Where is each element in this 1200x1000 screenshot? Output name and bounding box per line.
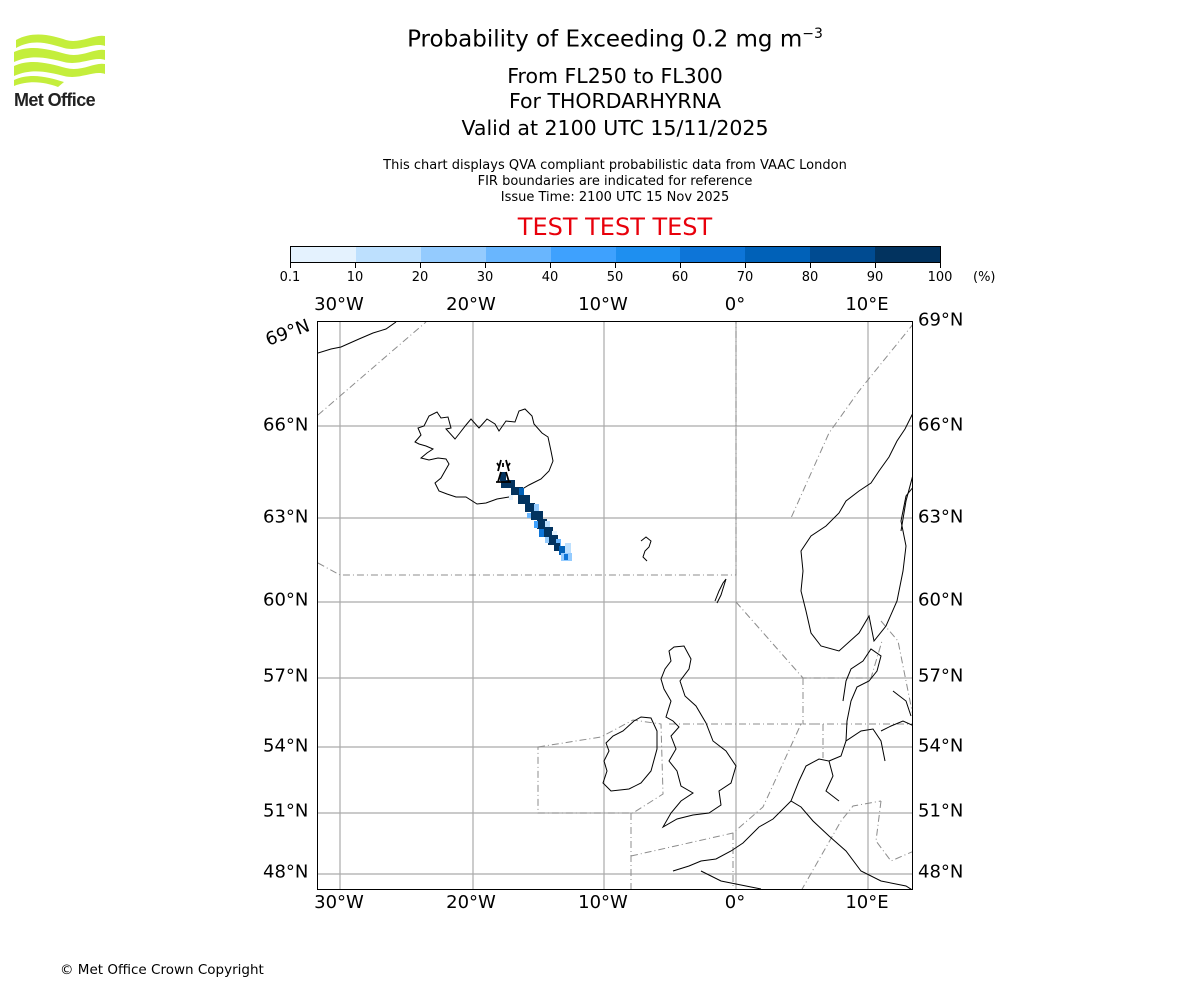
colorbar-bin bbox=[810, 247, 876, 262]
colorbar bbox=[290, 246, 941, 263]
colorbar-tick-label: 20 bbox=[411, 270, 429, 285]
subtitle-line-3: Issue Time: 2100 UTC 15 Nov 2025 bbox=[500, 190, 730, 205]
title-volcano: For THORDARHYRNA bbox=[508, 89, 722, 113]
colorbar-bin bbox=[550, 247, 616, 262]
volcano-icon bbox=[496, 459, 511, 483]
latitude-label-right: 60°N bbox=[918, 589, 964, 611]
longitude-label: 10°E bbox=[845, 294, 889, 315]
colorbar-bin bbox=[745, 247, 811, 262]
subtitle-line-2: FIR boundaries are indicated for referen… bbox=[477, 174, 753, 189]
title-valid-time: Valid at 2100 UTC 15/11/2025 bbox=[461, 116, 769, 140]
latitude-label-left: 66°N bbox=[263, 414, 309, 436]
latitude-label-right: 57°N bbox=[918, 665, 964, 687]
colorbar-bin bbox=[355, 247, 421, 262]
title-main: Probability of Exceeding 0.2 mg m bbox=[407, 26, 803, 53]
colorbar-bin bbox=[420, 247, 486, 262]
chart-title: Probability of Exceeding 0.2 mg m−3 bbox=[0, 26, 1200, 53]
latitude-label-left: 57°N bbox=[263, 665, 309, 687]
longitude-label: 20°W bbox=[446, 294, 496, 315]
map-panel[interactable] bbox=[317, 321, 913, 890]
graticule bbox=[318, 322, 912, 889]
latitude-label-right: 54°N bbox=[918, 735, 964, 757]
latitude-label-right: 69°N bbox=[918, 309, 964, 331]
ash-plume bbox=[500, 472, 572, 561]
colorbar-bin bbox=[680, 247, 746, 262]
longitude-label: 0° bbox=[724, 892, 746, 913]
colorbar-tick-mark bbox=[290, 263, 291, 268]
colorbar-tick-mark bbox=[745, 263, 746, 268]
colorbar-bin bbox=[291, 247, 356, 262]
latitude-label-left: 54°N bbox=[263, 735, 309, 757]
longitude-label: 30°W bbox=[314, 294, 364, 315]
coastlines bbox=[318, 322, 912, 889]
met-office-waves-icon bbox=[14, 34, 105, 87]
colorbar-tick-mark bbox=[550, 263, 551, 268]
colorbar-tick-mark bbox=[420, 263, 421, 268]
longitude-label: 10°W bbox=[578, 294, 628, 315]
map-canvas bbox=[318, 322, 912, 889]
colorbar-unit: (%) bbox=[973, 270, 996, 285]
met-office-logo: Met Office bbox=[14, 30, 106, 112]
longitude-label: 10°W bbox=[578, 892, 628, 913]
colorbar-bin bbox=[875, 247, 941, 262]
colorbar-tick-label: 100 bbox=[927, 270, 953, 285]
logo-text: Met Office bbox=[14, 90, 96, 110]
latitude-label-left: 69°N bbox=[262, 315, 313, 351]
colorbar-tick-label: 70 bbox=[736, 270, 754, 285]
colorbar-tick-mark bbox=[615, 263, 616, 268]
latitude-label-right: 48°N bbox=[918, 861, 964, 883]
longitude-label: 0° bbox=[724, 294, 746, 315]
longitude-label: 20°W bbox=[446, 892, 496, 913]
longitude-label: 30°W bbox=[314, 892, 364, 913]
copyright: © Met Office Crown Copyright bbox=[60, 962, 264, 978]
colorbar-bin bbox=[615, 247, 681, 262]
test-banner: TEST TEST TEST bbox=[517, 213, 713, 241]
latitude-label-right: 66°N bbox=[918, 414, 964, 436]
latitude-label-right: 51°N bbox=[918, 800, 964, 822]
latitude-label-left: 48°N bbox=[263, 861, 309, 883]
colorbar-tick-label: 40 bbox=[541, 270, 559, 285]
latitude-label-left: 63°N bbox=[263, 506, 309, 528]
colorbar-tick-mark bbox=[875, 263, 876, 268]
subtitle-line-1: This chart displays QVA compliant probab… bbox=[383, 158, 847, 173]
colorbar-tick-mark bbox=[680, 263, 681, 268]
title-levels: From FL250 to FL300 bbox=[507, 64, 723, 88]
longitude-label: 10°E bbox=[845, 892, 889, 913]
colorbar-tick-mark bbox=[810, 263, 811, 268]
colorbar-tick-label: 60 bbox=[671, 270, 689, 285]
colorbar-bin bbox=[485, 247, 551, 262]
colorbar-tick-label: 50 bbox=[606, 270, 624, 285]
colorbar-tick-label: 0.1 bbox=[279, 270, 301, 285]
colorbar-tick-label: 10 bbox=[346, 270, 364, 285]
colorbar-tick-label: 30 bbox=[476, 270, 494, 285]
title-superscript: −3 bbox=[802, 26, 823, 42]
colorbar-tick-mark bbox=[485, 263, 486, 268]
colorbar-tick-label: 80 bbox=[801, 270, 819, 285]
fir-boundaries bbox=[318, 322, 912, 889]
colorbar-tick-mark bbox=[355, 263, 356, 268]
colorbar-tick-label: 90 bbox=[866, 270, 884, 285]
latitude-label-right: 63°N bbox=[918, 506, 964, 528]
latitude-label-left: 51°N bbox=[263, 800, 309, 822]
colorbar-tick-mark bbox=[940, 263, 941, 268]
latitude-label-left: 60°N bbox=[263, 589, 309, 611]
